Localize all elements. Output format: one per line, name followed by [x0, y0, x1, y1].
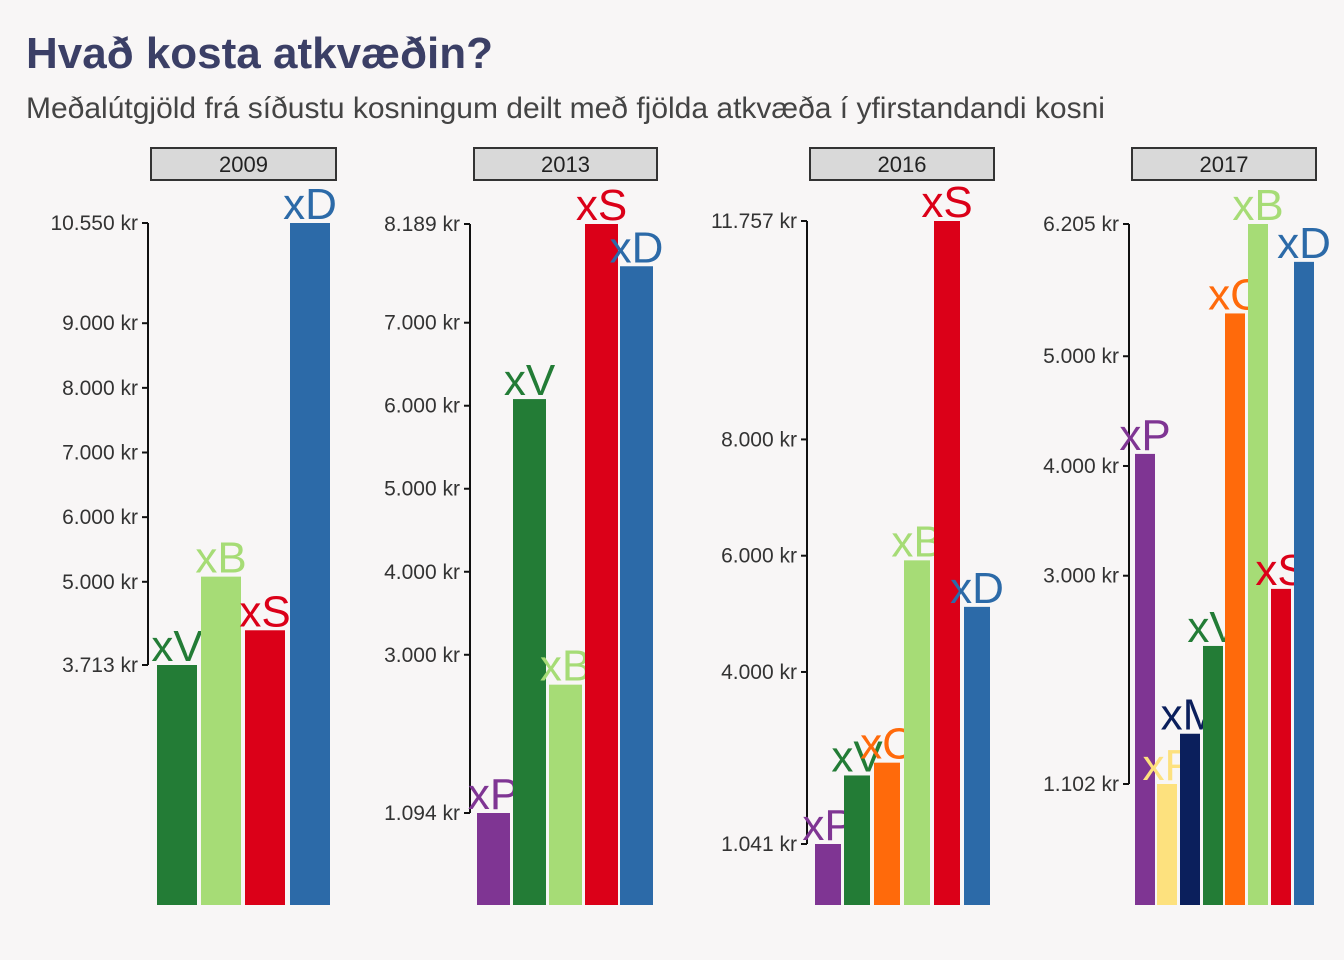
facet-panels: 2009 3.713 kr 5.000 kr 6.000 kr 7.000 kr 8.00…: [50, 147, 1331, 905]
bar-xD: [290, 223, 330, 905]
y-tick-label: 4.000 kr: [384, 561, 460, 584]
bar-xP: [1135, 453, 1155, 905]
bar-label-xB: xB: [540, 642, 591, 691]
facet-strip-label: 2013: [541, 152, 590, 177]
y-tick-label: 8.189 kr: [384, 213, 460, 236]
bar-xS: [934, 221, 960, 905]
bar-label-xS: xS: [239, 587, 290, 636]
y-tick-label: 5.000 kr: [1043, 345, 1119, 368]
bar-label-xB: xB: [195, 534, 246, 583]
bar-xV: [1203, 645, 1223, 905]
bar-label-xP: xP: [468, 770, 519, 819]
bar-label-xB: xB: [1232, 181, 1283, 230]
bar-xF: [1157, 784, 1177, 905]
bar-xD: [964, 606, 990, 905]
y-tick-label: 1.094 kr: [384, 802, 460, 825]
bar-xV: [513, 399, 546, 905]
bar-xM: [1180, 733, 1200, 905]
y-tick-label: 5.000 kr: [62, 571, 138, 594]
y-tick-label: 3.713 kr: [62, 654, 138, 677]
bar-xD: [620, 266, 653, 905]
facet-panel-2013: 2013 1.094 kr 3.000 kr 4.000 kr 5.000 kr 6.00…: [384, 147, 664, 905]
y-tick-label: 1.102 kr: [1043, 773, 1119, 796]
bar-xS: [245, 630, 285, 905]
y-tick-label: 5.000 kr: [384, 478, 460, 501]
facet-panel-2009: 2009 3.713 kr 5.000 kr 6.000 kr 7.000 kr 8.00…: [50, 147, 337, 905]
y-tick-label: 3.000 kr: [1043, 565, 1119, 588]
bar-xP: [477, 813, 510, 905]
bar-label-xD: xD: [950, 564, 1004, 613]
facet-strip-label: 2017: [1200, 152, 1249, 177]
y-tick-label: 1.041 kr: [721, 833, 797, 856]
bar-xC: [874, 762, 900, 905]
y-tick-label: 6.000 kr: [384, 395, 460, 418]
y-tick-label: 11.757 kr: [711, 210, 797, 233]
bar-label-xS: xS: [576, 181, 627, 230]
y-tick-label: 8.000 kr: [721, 428, 797, 451]
bar-label-xS: xS: [921, 178, 972, 227]
bar-label-xP: xP: [1119, 411, 1170, 460]
y-tick-label: 8.000 kr: [62, 377, 138, 400]
y-tick-label: 6.000 kr: [62, 506, 138, 529]
chart-title: Hvað kosta atkvæðin?: [26, 29, 493, 78]
y-tick-label: 10.550 kr: [50, 212, 138, 235]
bar-xS: [585, 224, 618, 905]
bar-label-xD: xD: [610, 223, 664, 272]
y-tick-label: 4.000 kr: [721, 661, 797, 684]
y-tick-label: 7.000 kr: [384, 312, 460, 335]
bar-xB: [904, 560, 930, 905]
facet-strip: [809, 147, 995, 181]
bar-xB: [549, 684, 582, 905]
facet-strip-label: 2016: [878, 152, 927, 177]
bar-label-xV: xV: [151, 622, 203, 671]
facet-panel-2016: 2016 1.041 kr 4.000 kr 6.000 kr 8.000 kr 11.7…: [711, 147, 1004, 905]
facet-strip: [473, 147, 658, 181]
bar-xB: [1248, 224, 1268, 905]
y-tick-label: 9.000 kr: [62, 312, 138, 335]
facet-strip: [1131, 147, 1317, 181]
y-tick-label: 6.205 kr: [1043, 213, 1119, 236]
bar-label-xD: xD: [283, 180, 337, 229]
y-tick-label: 4.000 kr: [1043, 455, 1119, 478]
y-tick-label: 3.000 kr: [384, 644, 460, 667]
bar-label-xV: xV: [504, 356, 556, 405]
facet-panel-2017: 2017 1.102 kr 3.000 kr 4.000 kr 5.000 kr 6.20…: [1043, 147, 1331, 905]
bar-xC: [1225, 313, 1245, 905]
y-tick-label: 7.000 kr: [62, 442, 138, 465]
bar-xS: [1271, 588, 1291, 905]
bar-label-xD: xD: [1277, 219, 1331, 268]
facet-strip-label: 2009: [219, 152, 268, 177]
facet-strip: [150, 147, 337, 181]
bar-xB: [201, 576, 241, 905]
bar-xV: [844, 775, 870, 905]
chart-subtitle: Meðalútgjöld frá síðustu kosningum deilt…: [26, 92, 1105, 125]
y-tick-label: 6.000 kr: [721, 545, 797, 568]
bar-xD: [1294, 261, 1314, 905]
bar-xV: [157, 665, 197, 905]
bar-xP: [815, 844, 841, 905]
